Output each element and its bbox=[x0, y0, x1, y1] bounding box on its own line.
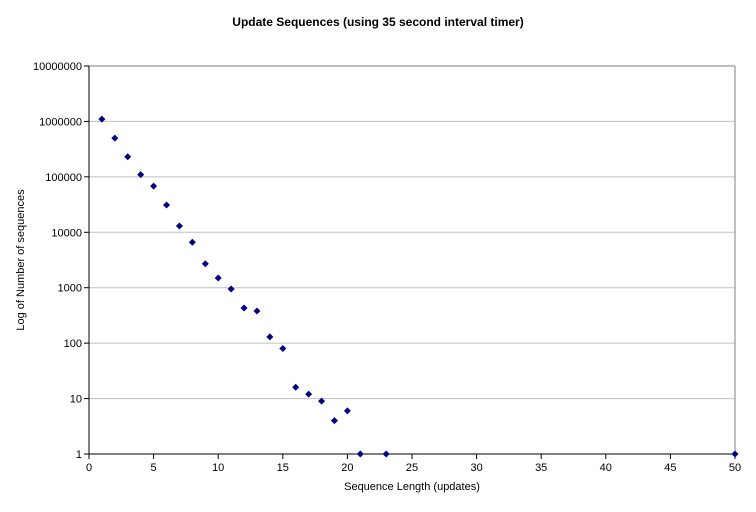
data-point-marker bbox=[330, 417, 338, 425]
y-tick-label: 1000 bbox=[58, 283, 82, 295]
y-axis-title: Log of Number of sequences bbox=[15, 189, 27, 331]
x-tick-label: 20 bbox=[341, 462, 353, 474]
data-point-marker bbox=[175, 222, 183, 230]
data-point-marker bbox=[98, 115, 106, 123]
x-tick-label: 35 bbox=[535, 462, 547, 474]
data-point-marker bbox=[731, 450, 739, 458]
data-point-marker bbox=[305, 390, 313, 398]
data-point-marker bbox=[343, 407, 351, 415]
data-point-marker bbox=[214, 274, 222, 282]
x-tick-label: 25 bbox=[406, 462, 418, 474]
data-point-marker bbox=[253, 307, 261, 315]
x-axis-title: Sequence Length (updates) bbox=[344, 481, 480, 493]
x-tick-label: 45 bbox=[664, 462, 676, 474]
data-point-marker bbox=[188, 238, 196, 246]
y-tick-label: 100000 bbox=[45, 172, 82, 184]
x-tick-label: 30 bbox=[470, 462, 482, 474]
data-point-marker bbox=[240, 304, 248, 312]
data-point-marker bbox=[356, 450, 364, 458]
data-point-marker bbox=[111, 134, 119, 142]
data-point-marker bbox=[124, 153, 132, 161]
data-point-marker bbox=[163, 201, 171, 209]
data-point-marker bbox=[279, 345, 287, 353]
data-point-marker bbox=[292, 383, 300, 391]
y-tick-label: 10 bbox=[70, 394, 82, 406]
x-tick-label: 15 bbox=[277, 462, 289, 474]
y-tick-label: 1000000 bbox=[39, 116, 82, 128]
x-tick-label: 5 bbox=[151, 462, 157, 474]
x-tick-label: 10 bbox=[212, 462, 224, 474]
x-tick-label: 40 bbox=[600, 462, 612, 474]
x-tick-label: 0 bbox=[86, 462, 92, 474]
y-tick-label: 1 bbox=[76, 449, 82, 461]
chart-title: Update Sequences (using 35 second interv… bbox=[232, 15, 524, 29]
data-point-marker bbox=[201, 260, 209, 268]
data-point-marker bbox=[227, 285, 235, 293]
y-tick-label: 10000 bbox=[51, 227, 82, 239]
data-point-marker bbox=[266, 333, 274, 341]
data-point-marker bbox=[318, 397, 326, 405]
data-point-marker bbox=[382, 450, 390, 458]
y-tick-label: 10000000 bbox=[33, 61, 82, 73]
x-tick-label: 50 bbox=[729, 462, 741, 474]
y-tick-label: 100 bbox=[64, 338, 82, 350]
data-point-marker bbox=[150, 182, 158, 190]
data-point-marker bbox=[137, 171, 145, 179]
